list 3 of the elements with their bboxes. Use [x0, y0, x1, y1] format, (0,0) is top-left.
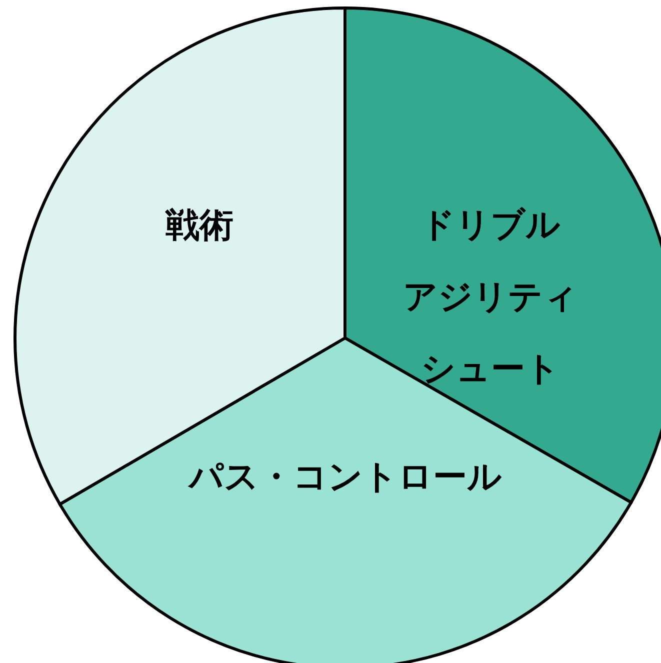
- slice-label: ドリブルアジリティシュート: [402, 204, 578, 389]
- slice-label: 戦術: [164, 205, 234, 246]
- slice-label: パス・コントロール: [187, 457, 502, 497]
